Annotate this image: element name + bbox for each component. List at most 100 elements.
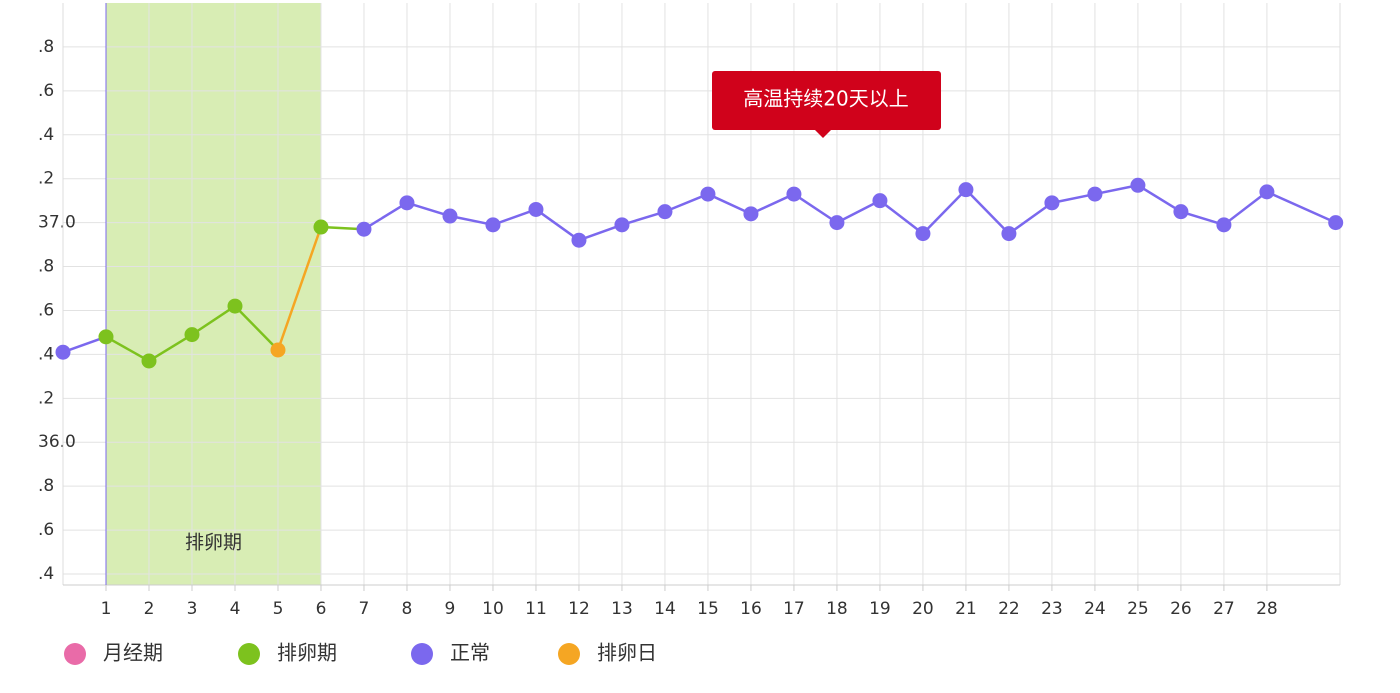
y-tick-label: .8 <box>38 37 54 57</box>
y-tick-label: .2 <box>38 388 54 408</box>
legend-swatch <box>558 643 580 665</box>
point <box>1216 217 1232 233</box>
point <box>184 327 200 343</box>
point <box>786 186 802 202</box>
point <box>313 219 329 235</box>
point <box>485 217 501 233</box>
y-tick-label: .8 <box>38 257 54 277</box>
point <box>270 342 286 358</box>
y-tick-label: .4 <box>38 564 54 584</box>
x-tick-label: 14 <box>654 599 676 619</box>
point <box>743 206 759 222</box>
y-tick-label: .6 <box>38 520 54 540</box>
y-tick-label: .8 <box>38 476 54 496</box>
x-tick-label: 20 <box>912 599 934 619</box>
x-tick-label: 17 <box>783 599 805 619</box>
x-tick-label: 6 <box>316 599 327 619</box>
x-tick-label: 27 <box>1213 599 1235 619</box>
y-tick-label: 36.0 <box>38 432 76 452</box>
line-segment <box>535 208 580 242</box>
x-tick-label: 2 <box>144 599 155 619</box>
line-segment <box>148 333 193 363</box>
x-tick-label: 9 <box>445 599 456 619</box>
annotation-box <box>712 71 941 130</box>
annotation-text: 高温持续20天以上 <box>743 87 908 111</box>
point <box>442 208 458 224</box>
ovulation-band <box>105 3 321 585</box>
line-segment <box>750 192 795 215</box>
x-tick-label: 10 <box>482 599 504 619</box>
y-tick-label: .6 <box>38 300 54 320</box>
point <box>614 217 630 233</box>
point <box>227 298 243 314</box>
point <box>829 215 845 231</box>
line-segment <box>1137 184 1182 213</box>
legend-label: 正常 <box>450 641 490 665</box>
line-segment <box>578 223 623 242</box>
point <box>872 193 888 209</box>
point <box>915 226 931 242</box>
point <box>98 329 114 345</box>
x-tick-label: 21 <box>955 599 977 619</box>
y-tick-label: .4 <box>38 125 54 145</box>
y-tick-label: .2 <box>38 169 54 189</box>
legend-swatch <box>411 643 433 665</box>
point <box>1259 184 1275 200</box>
line-segment <box>276 226 323 351</box>
legend-label: 排卵期 <box>277 641 337 665</box>
point <box>958 182 974 198</box>
point <box>571 232 587 248</box>
point <box>1130 177 1146 193</box>
y-tick-label: .6 <box>38 81 54 101</box>
band-label: 排卵期 <box>185 532 242 554</box>
x-tick-label: 13 <box>611 599 633 619</box>
line-segment <box>1266 190 1337 224</box>
x-tick-label: 19 <box>869 599 891 619</box>
line-segment <box>363 201 408 231</box>
x-tick-label: 1 <box>101 599 112 619</box>
x-tick-label: 5 <box>273 599 284 619</box>
line-segment <box>234 305 279 351</box>
line-segment <box>105 335 150 363</box>
x-tick-label: 25 <box>1127 599 1149 619</box>
x-tick-label: 16 <box>740 599 762 619</box>
point <box>1328 215 1344 231</box>
x-tick-label: 24 <box>1084 599 1106 619</box>
x-tick-label: 11 <box>525 599 547 619</box>
point <box>1173 204 1189 220</box>
line-segment <box>707 192 752 215</box>
x-tick-label: 15 <box>697 599 719 619</box>
x-tick-label: 12 <box>568 599 590 619</box>
point <box>399 195 415 211</box>
line-segment <box>836 199 881 224</box>
legend-swatch <box>238 643 260 665</box>
line-segment <box>793 193 838 224</box>
y-tick-label: 37.0 <box>38 213 76 233</box>
line-segment <box>492 208 537 226</box>
point <box>528 201 544 217</box>
x-tick-label: 4 <box>230 599 241 619</box>
line-segment <box>965 188 1010 235</box>
line-segment <box>1223 190 1268 226</box>
x-tick-label: 3 <box>187 599 198 619</box>
line-segment <box>1008 201 1053 235</box>
x-tick-label: 18 <box>826 599 848 619</box>
point <box>1087 186 1103 202</box>
x-tick-label: 8 <box>402 599 413 619</box>
line-segment <box>191 305 236 336</box>
point <box>55 344 71 360</box>
legend-swatch <box>64 643 86 665</box>
x-tick-label: 7 <box>359 599 370 619</box>
line-segment <box>62 335 107 354</box>
x-tick-label: 22 <box>998 599 1020 619</box>
point <box>657 204 673 220</box>
point <box>141 353 157 369</box>
annotation: 高温持续20天以上 <box>712 71 941 138</box>
line-segment <box>664 192 709 213</box>
x-tick-label: 28 <box>1256 599 1278 619</box>
x-tick-label: 23 <box>1041 599 1063 619</box>
y-tick-label: .4 <box>38 344 54 364</box>
line-segment <box>879 199 924 235</box>
point <box>1001 226 1017 242</box>
